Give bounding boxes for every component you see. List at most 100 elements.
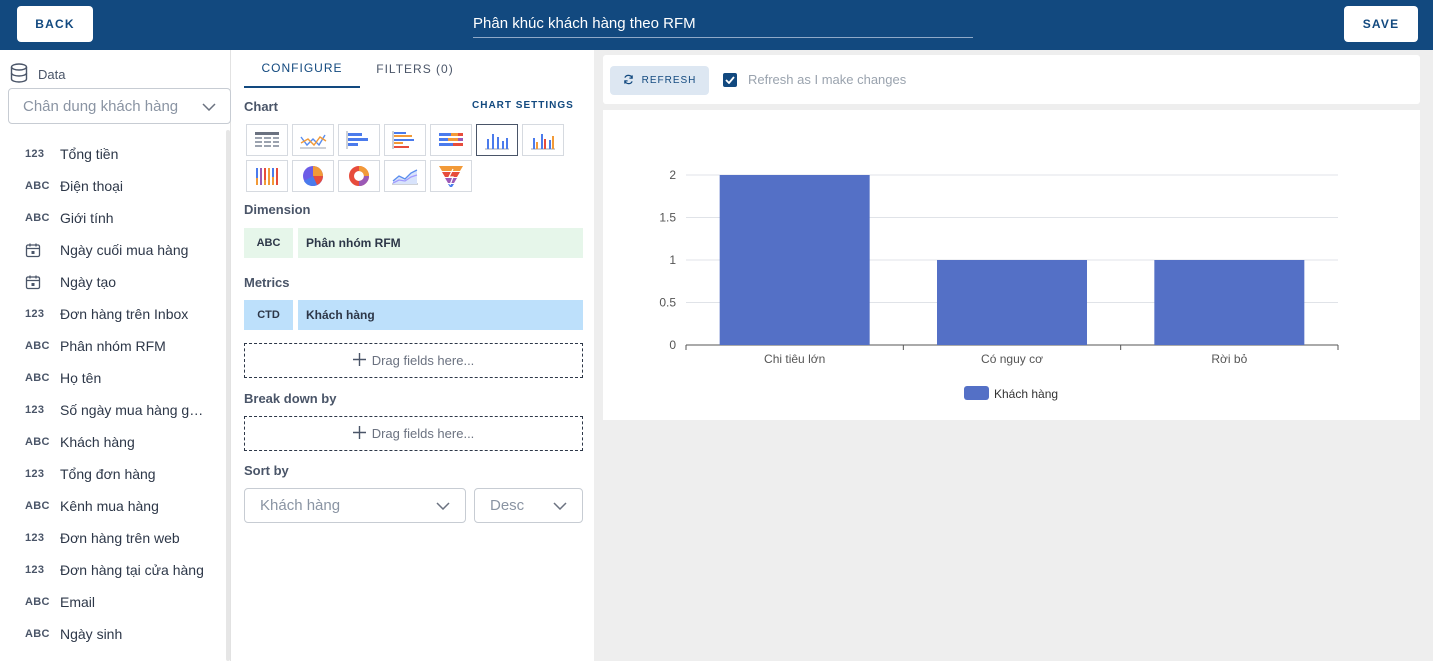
field-name: Tổng đơn hàng: [60, 466, 156, 482]
field-name: Đơn hàng tại cửa hàng: [60, 562, 204, 578]
field-type-tag: ABC: [25, 628, 50, 640]
field-type-tag: ABC: [25, 340, 50, 352]
field-type-tag: 123: [25, 532, 45, 544]
donut-chart-icon: [349, 166, 369, 186]
field-item[interactable]: 123 Đơn hàng trên web: [0, 522, 224, 554]
chart-settings-link[interactable]: CHART SETTINGS: [472, 100, 574, 111]
field-item[interactable]: ABC Họ tên: [0, 362, 224, 394]
report-title-input[interactable]: [473, 14, 973, 38]
chart-type-bar-horizontal-stacked[interactable]: [430, 124, 472, 156]
field-name: Kênh mua hàng: [60, 498, 159, 514]
field-type-tag: 123: [25, 564, 45, 576]
legend-label: Khách hàng: [994, 387, 1058, 401]
grouped-column-icon: [531, 134, 555, 150]
area-chart-icon: [392, 169, 418, 185]
field-item[interactable]: ABC Phân nhóm RFM: [0, 330, 224, 362]
field-item[interactable]: 123 Tổng đơn hàng: [0, 458, 224, 490]
field-item[interactable]: Ngày tạo: [0, 266, 224, 298]
top-bar: BACK SAVE: [0, 0, 1433, 50]
x-tick-label: Có nguy cơ: [981, 352, 1043, 366]
y-tick-label: 1: [669, 253, 676, 267]
data-source-select[interactable]: Chân dung khách hàng: [8, 88, 231, 124]
chart-type-line[interactable]: [292, 124, 334, 156]
bar-chart: 0 0.5 1 1.5 2 Chi tiêu lớn Có nguy cơ Rời bỏ Khá…: [659, 168, 1339, 401]
y-tick-label: 1.5: [659, 211, 676, 225]
chart-type-column-grouped[interactable]: [522, 124, 564, 156]
field-item[interactable]: ABC Email: [0, 586, 224, 618]
chevron-down-icon: [436, 497, 450, 514]
y-tick-label: 0: [669, 338, 676, 352]
plus-icon: [352, 352, 366, 369]
field-item[interactable]: ABC Kênh mua hàng: [0, 490, 224, 522]
data-panel: Data Chân dung khách hàng 123 Tổng tiền AB…: [0, 50, 231, 661]
tab-configure[interactable]: CONFIGURE: [244, 50, 360, 88]
breakdown-section-label: Break down by: [244, 391, 337, 406]
field-item[interactable]: 123 Số ngày mua hàng gần...: [0, 394, 224, 426]
field-item[interactable]: Ngày cuối mua hàng: [0, 234, 224, 266]
field-item[interactable]: 123 Tổng tiền: [0, 138, 224, 170]
funnel-chart-icon: [439, 166, 463, 187]
chevron-down-icon: [553, 497, 567, 514]
sort-order-value: Desc: [490, 497, 525, 514]
calendar-icon: [25, 242, 60, 258]
chart-type-pie[interactable]: [292, 160, 334, 192]
calendar-icon: [25, 274, 60, 290]
scrollbar[interactable]: [226, 130, 230, 661]
save-button[interactable]: SAVE: [1344, 6, 1418, 42]
stacked-horizontal-bar-icon: [439, 133, 463, 146]
dimension-pill[interactable]: ABC Phân nhóm RFM: [244, 228, 583, 258]
chart-type-column[interactable]: [476, 124, 518, 156]
field-item[interactable]: 123 Đơn hàng tại cửa hàng: [0, 554, 224, 586]
chart-type-bar-horizontal[interactable]: [338, 124, 380, 156]
field-item[interactable]: ABC Ngày sinh: [0, 618, 224, 650]
bar: [719, 175, 870, 345]
chart-type-donut[interactable]: [338, 160, 380, 192]
dimension-field-name: Phân nhóm RFM: [298, 228, 583, 258]
chart-type-area[interactable]: [384, 160, 426, 192]
data-heading-label: Data: [38, 67, 66, 82]
auto-refresh-checkbox[interactable]: [723, 73, 737, 87]
pie-chart-icon: [303, 166, 323, 186]
field-item[interactable]: ABC Giới tính: [0, 202, 224, 234]
field-item[interactable]: ABC Điện thoại: [0, 170, 224, 202]
chart-type-funnel[interactable]: [430, 160, 472, 192]
field-name: Phân nhóm RFM: [60, 338, 166, 354]
field-name: Số ngày mua hàng gần...: [60, 402, 210, 418]
grouped-horizontal-bar-icon: [392, 131, 414, 149]
metric-type-tag: CTD: [244, 300, 293, 330]
sort-field-value: Khách hàng: [260, 497, 341, 514]
x-tick-label: Rời bỏ: [1211, 352, 1247, 366]
x-tick-label: Chi tiêu lớn: [764, 352, 825, 366]
field-name: Đơn hàng trên Inbox: [60, 306, 189, 322]
field-item[interactable]: 123 Đơn hàng trên Inbox: [0, 298, 224, 330]
breakdown-dropzone[interactable]: Drag fields here...: [244, 416, 583, 451]
tab-filters[interactable]: FILTERS (0): [376, 62, 454, 76]
sort-field-select[interactable]: Khách hàng: [244, 488, 466, 523]
chart-type-bar-horizontal-grouped[interactable]: [384, 124, 426, 156]
plus-icon: [352, 425, 366, 442]
sort-order-select[interactable]: Desc: [474, 488, 583, 523]
metric-pill[interactable]: CTD Khách hàng: [244, 300, 583, 330]
bar: [937, 260, 1087, 345]
bar: [1154, 260, 1305, 345]
field-type-tag: ABC: [25, 596, 50, 608]
data-source-value: Chân dung khách hàng: [23, 97, 179, 115]
metrics-section-label: Metrics: [244, 275, 290, 290]
config-tabs: CONFIGURE FILTERS (0): [244, 50, 470, 88]
chart-type-table[interactable]: [246, 124, 288, 156]
chart-type-column-stacked[interactable]: [246, 160, 288, 192]
field-type-tag: ABC: [25, 500, 50, 512]
back-button[interactable]: BACK: [17, 6, 93, 42]
field-type-tag: ABC: [25, 180, 50, 192]
refresh-button[interactable]: REFRESH: [610, 66, 709, 95]
chart-section-label: Chart: [244, 99, 278, 114]
y-tick-label: 0.5: [659, 296, 676, 310]
field-item[interactable]: ABC Khách hàng: [0, 426, 224, 458]
field-name: Ngày sinh: [60, 626, 123, 642]
field-list: 123 Tổng tiền ABC Điện thoại ABC Giới tính Ngà…: [0, 138, 224, 650]
dimension-type-tag: ABC: [244, 228, 293, 258]
field-name: Điện thoại: [60, 178, 124, 194]
metrics-dropzone[interactable]: Drag fields here...: [244, 343, 583, 378]
field-name: Đơn hàng trên web: [60, 530, 180, 546]
auto-refresh-label: Refresh as I make changes: [748, 72, 907, 87]
